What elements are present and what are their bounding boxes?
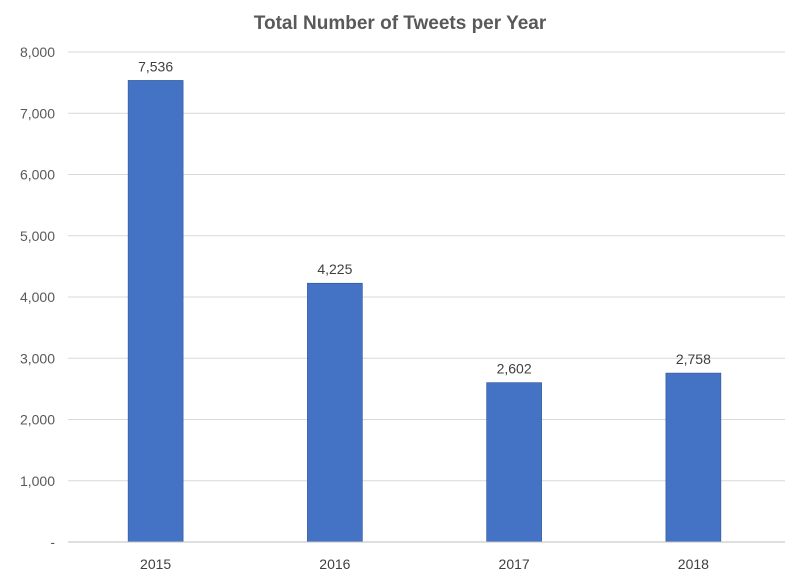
bar-2015 bbox=[127, 80, 184, 543]
y-tick-label: 2,000 bbox=[20, 412, 55, 428]
bar-2018 bbox=[665, 372, 722, 543]
chart-title: Total Number of Tweets per Year bbox=[254, 13, 547, 34]
data-labels: 7,536 4,225 2,602 2,758 bbox=[138, 58, 711, 376]
x-tick-label-2017: 2017 bbox=[499, 556, 530, 572]
bars bbox=[127, 80, 722, 543]
data-label-2018: 2,758 bbox=[676, 351, 711, 367]
x-tick-label-2018: 2018 bbox=[678, 556, 709, 572]
y-tick-label: 6,000 bbox=[20, 167, 55, 183]
y-tick-label: 5,000 bbox=[20, 228, 55, 244]
data-label-2015: 7,536 bbox=[138, 58, 173, 74]
y-tick-label: 7,000 bbox=[20, 105, 55, 121]
y-tick-label: - bbox=[50, 534, 55, 550]
gridlines bbox=[68, 51, 785, 482]
x-axis-ticks: 2015 2016 2017 2018 bbox=[140, 556, 709, 572]
y-tick-label: 8,000 bbox=[20, 44, 55, 60]
data-label-2016: 4,225 bbox=[317, 261, 352, 277]
bar-2017 bbox=[486, 382, 542, 543]
y-axis-ticks: - 1,000 2,000 3,000 4,000 5,000 6,000 7,000 8,00… bbox=[20, 44, 55, 550]
data-label-2017: 2,602 bbox=[497, 361, 532, 377]
y-tick-label: 1,000 bbox=[20, 473, 55, 489]
bar-2016 bbox=[307, 282, 363, 543]
x-tick-label-2016: 2016 bbox=[319, 556, 350, 572]
y-tick-label: 3,000 bbox=[20, 350, 55, 366]
x-tick-label-2015: 2015 bbox=[140, 556, 171, 572]
y-tick-label: 4,000 bbox=[20, 289, 55, 305]
